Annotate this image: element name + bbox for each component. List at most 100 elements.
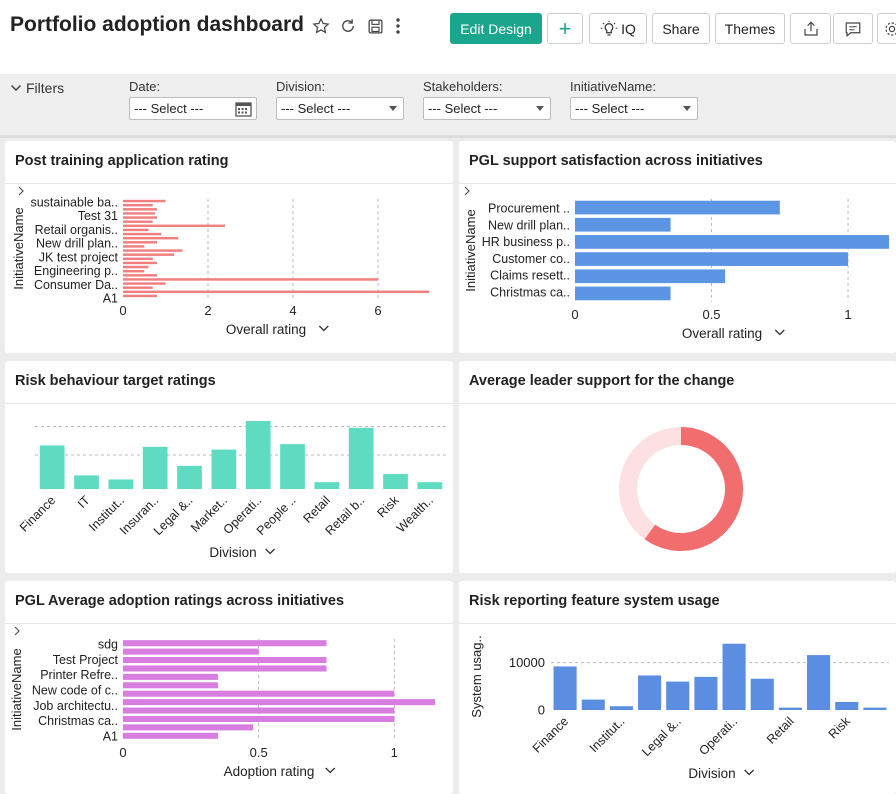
bar[interactable] — [123, 274, 157, 277]
iq-button[interactable]: IQ — [589, 13, 647, 44]
bar[interactable] — [553, 666, 577, 710]
bar[interactable] — [280, 444, 305, 489]
bar[interactable] — [177, 465, 202, 489]
chevron-down-icon[interactable] — [744, 769, 755, 776]
chevron-down-icon[interactable] — [774, 329, 785, 336]
date-filter-select[interactable]: --- Select --- — [129, 97, 257, 120]
bar[interactable] — [575, 235, 889, 249]
bar[interactable] — [123, 232, 162, 236]
bar[interactable] — [123, 707, 395, 714]
bar[interactable] — [211, 449, 237, 489]
filters-toggle[interactable]: Filters — [10, 80, 64, 96]
donut-slice[interactable] — [619, 427, 681, 540]
bar[interactable] — [123, 682, 218, 689]
save-icon[interactable] — [365, 16, 385, 36]
chevron-right-icon[interactable] — [18, 186, 24, 196]
bar[interactable] — [694, 676, 718, 710]
bar[interactable] — [575, 200, 780, 215]
bar[interactable] — [123, 203, 153, 207]
initiative-filter-select[interactable]: --- Select --- — [570, 97, 698, 120]
bar[interactable] — [348, 427, 374, 489]
bar[interactable] — [123, 269, 145, 273]
bar[interactable] — [123, 732, 218, 739]
themes-button[interactable]: Themes — [715, 13, 785, 44]
bar[interactable] — [123, 715, 395, 722]
division-filter-select[interactable]: --- Select --- — [276, 97, 404, 120]
star-icon[interactable] — [311, 16, 331, 36]
bar[interactable] — [123, 640, 327, 647]
export-button[interactable] — [790, 13, 831, 44]
refresh-icon[interactable] — [338, 16, 358, 36]
bar[interactable] — [108, 479, 134, 489]
bar[interactable] — [575, 217, 671, 232]
bar[interactable] — [638, 675, 662, 710]
bar[interactable] — [575, 269, 726, 284]
bar[interactable] — [123, 665, 327, 672]
bar[interactable] — [314, 482, 340, 489]
bar[interactable] — [123, 253, 174, 256]
bar[interactable] — [123, 241, 157, 244]
bar[interactable] — [123, 245, 145, 248]
bar[interactable] — [778, 707, 802, 710]
bar[interactable] — [123, 657, 327, 664]
bar[interactable] — [417, 482, 443, 489]
axis-title[interactable]: Overall rating — [682, 326, 762, 341]
bar[interactable] — [123, 265, 149, 269]
bar[interactable] — [123, 199, 166, 203]
bar[interactable] — [666, 681, 690, 710]
bar[interactable] — [123, 724, 254, 731]
bar[interactable] — [575, 252, 849, 266]
chevron-right-icon[interactable] — [464, 186, 470, 196]
bar[interactable] — [722, 643, 746, 710]
bar[interactable] — [123, 282, 166, 285]
bar[interactable] — [835, 701, 859, 710]
bar[interactable] — [123, 261, 157, 265]
bar[interactable] — [123, 294, 157, 298]
bar[interactable] — [123, 690, 395, 697]
bar[interactable] — [750, 678, 774, 710]
stakeholders-filter-select[interactable]: --- Select --- — [423, 97, 551, 120]
bar[interactable] — [123, 224, 225, 228]
bar[interactable] — [123, 249, 183, 252]
bar[interactable] — [807, 655, 831, 710]
settings-button[interactable] — [877, 13, 896, 44]
bar[interactable] — [575, 286, 671, 301]
bar[interactable] — [123, 208, 157, 211]
chevron-down-icon[interactable] — [325, 767, 336, 774]
bar[interactable] — [581, 699, 605, 710]
bar[interactable] — [123, 212, 155, 215]
bar[interactable] — [142, 446, 168, 489]
bar[interactable] — [609, 706, 633, 710]
bar[interactable] — [123, 286, 153, 289]
axis-title[interactable]: Overall rating — [226, 322, 306, 337]
comment-button[interactable] — [833, 13, 873, 44]
bar[interactable] — [123, 278, 378, 281]
bar[interactable] — [123, 648, 259, 655]
bar[interactable] — [123, 228, 149, 232]
add-button[interactable]: + — [547, 13, 583, 44]
bar[interactable] — [39, 445, 65, 489]
bar[interactable] — [123, 216, 157, 219]
bar[interactable] — [123, 673, 218, 680]
edit-design-button[interactable]: Edit Design — [450, 13, 542, 44]
calendar-icon[interactable] — [235, 101, 252, 120]
axis-title[interactable]: Division — [688, 766, 735, 781]
bar[interactable] — [245, 421, 271, 489]
bar[interactable] — [123, 290, 429, 294]
chevron-down-icon[interactable] — [265, 548, 276, 555]
bar[interactable] — [123, 257, 153, 261]
donut-slice[interactable] — [644, 427, 743, 551]
bar[interactable] — [123, 699, 435, 706]
share-button[interactable]: Share — [652, 13, 710, 44]
more-icon[interactable] — [388, 16, 408, 36]
axis-title[interactable]: Division — [209, 545, 256, 560]
bar[interactable] — [123, 220, 153, 223]
bar[interactable] — [74, 475, 99, 489]
bar[interactable] — [383, 474, 408, 489]
axis-title[interactable]: Adoption rating — [224, 764, 315, 779]
chevron-right-icon[interactable] — [14, 626, 20, 636]
panel-divider — [459, 183, 896, 184]
bar[interactable] — [123, 236, 179, 240]
bar[interactable] — [863, 707, 887, 710]
chevron-down-icon[interactable] — [318, 325, 329, 332]
